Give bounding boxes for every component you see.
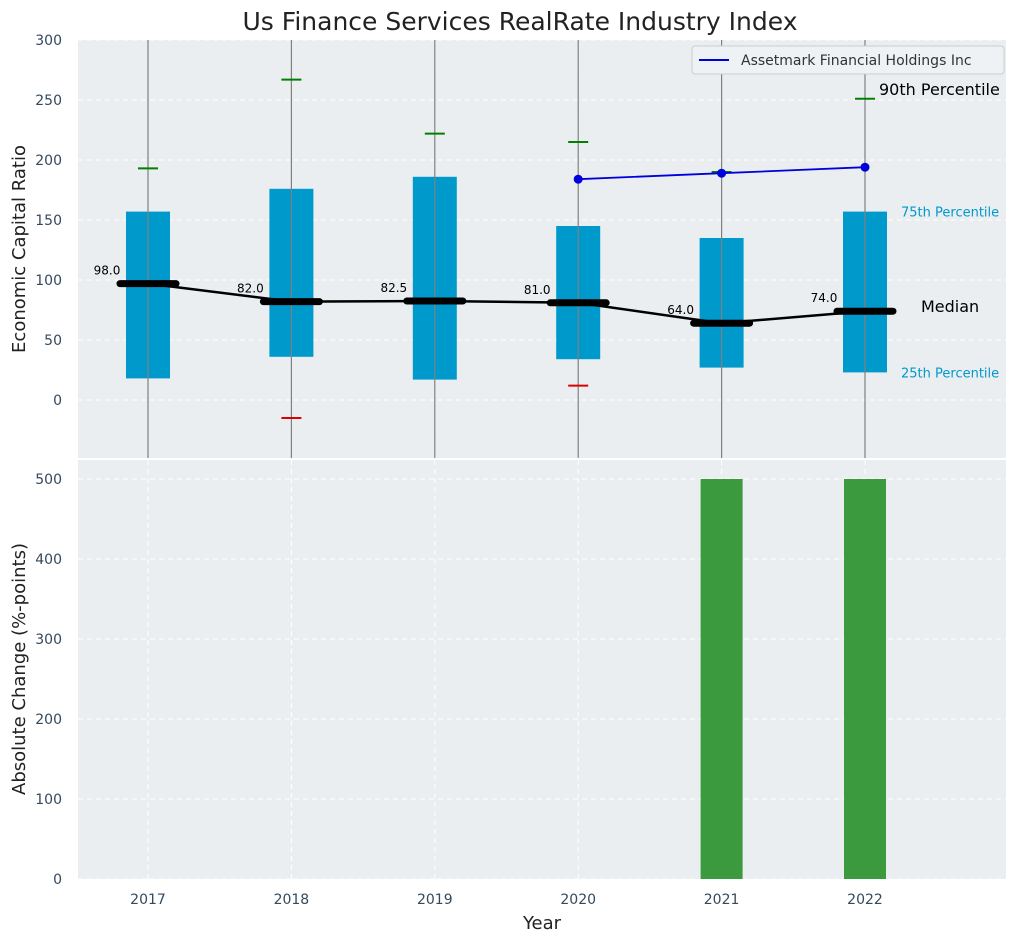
legend-label-assetmark: Assetmark Financial Holdings Inc [741, 53, 972, 69]
y-tick-label: 200 [35, 712, 62, 728]
chart-title: Us Finance Services RealRate Industry In… [243, 7, 798, 36]
median-value-label: 82.0 [237, 282, 264, 296]
annotation-75th-percentile: 75th Percentile [901, 206, 999, 221]
annotation-25th-percentile: 25th Percentile [901, 366, 999, 381]
bar-2021 [700, 479, 743, 879]
top-y-axis-label: Economic Capital Ratio [9, 145, 30, 353]
y-tick-label: 100 [35, 273, 62, 289]
x-tick-label: 2021 [704, 892, 740, 908]
y-tick-label: 50 [44, 333, 62, 349]
x-tick-label: 2019 [417, 892, 453, 908]
annotation-90th-percentile: 90th Percentile [879, 80, 1000, 99]
y-tick-label: 400 [35, 552, 62, 568]
top-y-ticks: 0 50 100 150 200 250 300 [35, 33, 62, 409]
median-value-label: 81.0 [524, 283, 551, 297]
median-value-label: 74.0 [811, 291, 838, 305]
x-ticks: 2017 2018 2019 2020 2021 2022 [130, 892, 883, 908]
y-tick-label: 0 [53, 393, 62, 409]
y-tick-label: 200 [35, 153, 62, 169]
y-tick-label: 300 [35, 632, 62, 648]
x-tick-label: 2017 [130, 892, 166, 908]
bottom-y-axis-label: Absolute Change (%-points) [9, 543, 30, 795]
y-tick-label: 0 [53, 872, 62, 888]
median-value-label: 82.5 [380, 281, 407, 295]
y-tick-label: 300 [35, 33, 62, 49]
y-tick-label: 100 [35, 792, 62, 808]
x-tick-label: 2018 [274, 892, 310, 908]
series-point-assetmark [860, 162, 870, 172]
series-point-assetmark [573, 174, 583, 184]
series-point-assetmark [717, 168, 727, 178]
y-tick-label: 500 [35, 472, 62, 488]
bar-marks [700, 479, 886, 879]
x-tick-label: 2020 [560, 892, 596, 908]
median-value-label: 98.0 [94, 264, 121, 278]
legend: Assetmark Financial Holdings Inc [691, 45, 1005, 75]
bottom-y-ticks: 0 100 200 300 400 500 [35, 472, 62, 888]
legend-frame [691, 45, 1005, 75]
annotation-median: Median [921, 297, 979, 316]
y-tick-label: 250 [35, 93, 62, 109]
y-tick-label: 150 [35, 213, 62, 229]
bar-2022 [844, 479, 886, 879]
box-plot-marks: 98.0 82.0 82.5 81.0 64.0 74.0 90th Percentile 7… [94, 40, 1000, 458]
median-value-label: 64.0 [667, 303, 694, 317]
x-axis-label: Year [522, 913, 562, 934]
x-tick-label: 2022 [847, 892, 883, 908]
